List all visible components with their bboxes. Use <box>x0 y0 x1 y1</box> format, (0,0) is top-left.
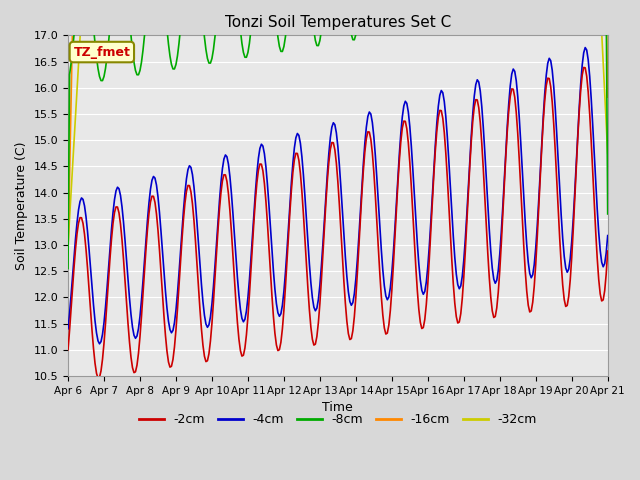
-8cm <box>390 15 397 21</box>
Line: -2cm: -2cm <box>68 68 608 378</box>
-2cm <box>540 119 547 125</box>
-2cm <box>79 220 87 226</box>
-4cm <box>95 341 103 347</box>
-2cm <box>604 248 612 254</box>
-2cm <box>166 364 174 370</box>
-2cm <box>580 65 588 71</box>
-4cm <box>64 326 72 332</box>
Title: Tonzi Soil Temperatures Set C: Tonzi Soil Temperatures Set C <box>225 15 451 30</box>
-4cm <box>79 196 87 202</box>
Legend: -2cm, -4cm, -8cm, -16cm, -32cm: -2cm, -4cm, -8cm, -16cm, -32cm <box>134 408 542 431</box>
-8cm <box>64 265 72 271</box>
X-axis label: Time: Time <box>323 401 353 414</box>
-4cm <box>373 175 381 181</box>
Text: TZ_fmet: TZ_fmet <box>74 46 131 59</box>
-2cm <box>94 375 102 381</box>
Y-axis label: Soil Temperature (C): Soil Temperature (C) <box>15 142 28 270</box>
-4cm <box>581 45 589 50</box>
Line: -32cm: -32cm <box>68 0 608 245</box>
-32cm <box>64 242 72 248</box>
-4cm <box>391 227 399 232</box>
Line: -8cm: -8cm <box>68 0 608 268</box>
-16cm <box>64 250 72 256</box>
-8cm <box>604 211 612 217</box>
-2cm <box>403 126 411 132</box>
-4cm <box>540 114 547 120</box>
-4cm <box>403 100 411 106</box>
-2cm <box>391 236 399 242</box>
-32cm <box>604 150 612 156</box>
Line: -16cm: -16cm <box>68 0 608 253</box>
-4cm <box>166 327 174 333</box>
-2cm <box>64 347 72 353</box>
-16cm <box>604 94 612 100</box>
-4cm <box>604 233 612 239</box>
-8cm <box>164 41 172 47</box>
Line: -4cm: -4cm <box>68 48 608 344</box>
-2cm <box>373 218 381 224</box>
